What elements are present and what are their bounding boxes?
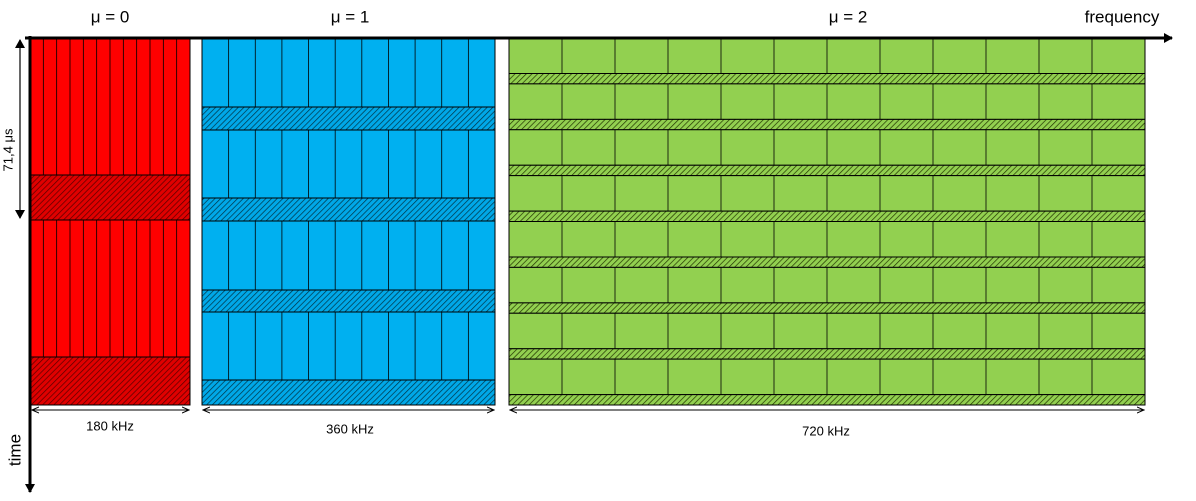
cyclic-prefix — [201, 106, 496, 131]
cyclic-prefix — [508, 256, 1146, 268]
numerology-label: μ = 2 — [829, 7, 868, 26]
symbol-body — [201, 220, 496, 291]
resource-grids — [29, 37, 1146, 406]
cyclic-prefix — [201, 197, 496, 222]
bandwidth-label: 720 kHz — [802, 423, 850, 438]
bandwidth-label: 360 kHz — [326, 421, 374, 436]
numerology-label: μ = 0 — [91, 7, 130, 26]
cyclic-prefix — [201, 379, 496, 406]
cyclic-prefix — [508, 394, 1146, 406]
axis-label: frequency — [1085, 7, 1160, 26]
numerology-label: μ = 1 — [331, 7, 370, 26]
symbol-body — [201, 37, 496, 108]
cyclic-prefix — [201, 289, 496, 313]
cyclic-prefix — [29, 174, 191, 221]
duration-label: 71,4 μs — [0, 128, 15, 171]
cyclic-prefix — [508, 164, 1146, 177]
cyclic-prefix — [508, 302, 1146, 314]
bandwidth-label: 180 kHz — [86, 418, 134, 433]
symbol-body — [201, 129, 496, 199]
cyclic-prefix — [29, 356, 191, 406]
cyclic-prefix — [508, 73, 1146, 85]
cyclic-prefix — [508, 210, 1146, 222]
symbol-body — [201, 311, 496, 381]
axis-label: time — [5, 434, 24, 466]
cyclic-prefix — [508, 118, 1146, 131]
cyclic-prefix — [508, 348, 1146, 360]
